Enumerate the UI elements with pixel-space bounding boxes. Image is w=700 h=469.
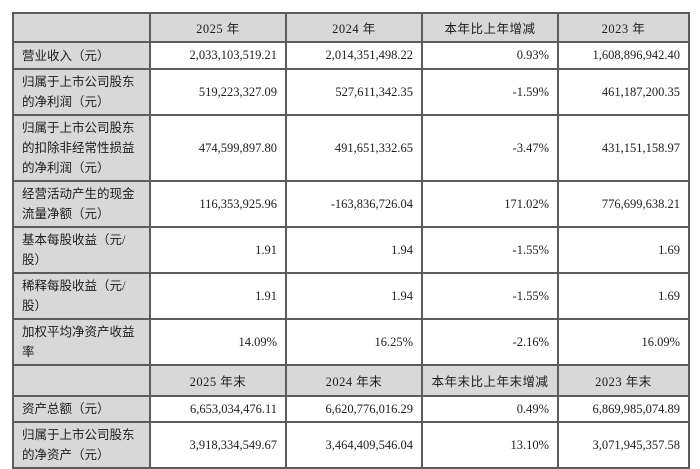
- value-cell: 2,033,103,519.21: [149, 41, 287, 70]
- value-cell: 1.69: [557, 272, 690, 320]
- row-label: 稀释每股收益（元/股）: [12, 272, 151, 320]
- financial-summary-table: 2025 年 2024 年 本年比上年增减 2023 年 营业收入（元） 2,0…: [12, 12, 690, 469]
- value-cell: -2.16%: [421, 318, 559, 366]
- table-row-revenue: 营业收入（元） 2,033,103,519.21 2,014,351,498.2…: [12, 41, 690, 70]
- value-cell: 1.69: [557, 226, 690, 274]
- table-row-net-assets: 归属于上市公司股东的净资产（元） 3,918,334,549.67 3,464,…: [12, 421, 690, 469]
- value-cell: -1.55%: [421, 272, 559, 320]
- value-cell: 1,608,896,942.40: [557, 41, 690, 70]
- value-cell: 3,918,334,549.67: [149, 421, 287, 469]
- value-cell: 0.93%: [421, 41, 559, 70]
- column-header-2024: 2024 年: [285, 12, 423, 43]
- value-cell: -163,836,726.04: [285, 180, 423, 228]
- value-cell: 431,151,158.97: [557, 114, 690, 182]
- column-header-2025: 2025 年: [149, 12, 287, 43]
- value-cell: 1.94: [285, 226, 423, 274]
- row-label: 加权平均净资产收益率: [12, 318, 151, 366]
- value-cell: 6,653,034,476.11: [149, 395, 287, 423]
- value-cell: 6,620,776,016.29: [285, 395, 423, 423]
- value-cell: 14.09%: [149, 318, 287, 366]
- table-header-row-year-end: 2025 年末 2024 年末 本年末比上年末增减 2023 年末: [12, 364, 690, 397]
- value-cell: 491,651,332.65: [285, 114, 423, 182]
- corner-cell: [12, 364, 151, 397]
- row-label: 归属于上市公司股东的扣除非经常性损益的净利润（元）: [12, 114, 151, 182]
- value-cell: 461,187,200.35: [557, 68, 690, 116]
- table-row-diluted-eps: 稀释每股收益（元/股） 1.91 1.94 -1.55% 1.69: [12, 272, 690, 320]
- row-label: 资产总额（元）: [12, 395, 151, 423]
- value-cell: 776,699,638.21: [557, 180, 690, 228]
- column-header-2025-end: 2025 年末: [149, 364, 287, 397]
- table-row-operating-cash-flow: 经营活动产生的现金流量净额（元） 116,353,925.96 -163,836…: [12, 180, 690, 228]
- value-cell: 16.25%: [285, 318, 423, 366]
- table-row-weighted-avg-roe: 加权平均净资产收益率 14.09% 16.25% -2.16% 16.09%: [12, 318, 690, 366]
- value-cell: 116,353,925.96: [149, 180, 287, 228]
- column-header-2024-end: 2024 年末: [285, 364, 423, 397]
- row-label: 归属于上市公司股东的净资产（元）: [12, 421, 151, 469]
- value-cell: 6,869,985,074.89: [557, 395, 690, 423]
- row-label: 基本每股收益（元/股）: [12, 226, 151, 274]
- value-cell: 527,611,342.35: [285, 68, 423, 116]
- value-cell: 3,071,945,357.58: [557, 421, 690, 469]
- column-header-yearend-change: 本年末比上年末增减: [421, 364, 559, 397]
- value-cell: 519,223,327.09: [149, 68, 287, 116]
- table-row-net-profit-excl-nonrecurring: 归属于上市公司股东的扣除非经常性损益的净利润（元） 474,599,897.80…: [12, 114, 690, 182]
- value-cell: -1.55%: [421, 226, 559, 274]
- value-cell: -3.47%: [421, 114, 559, 182]
- corner-cell: [12, 12, 151, 43]
- column-header-2023-end: 2023 年末: [557, 364, 690, 397]
- table-header-row-annual: 2025 年 2024 年 本年比上年增减 2023 年: [12, 12, 690, 43]
- row-label: 经营活动产生的现金流量净额（元）: [12, 180, 151, 228]
- table-row-net-profit: 归属于上市公司股东的净利润（元） 519,223,327.09 527,611,…: [12, 68, 690, 116]
- value-cell: 474,599,897.80: [149, 114, 287, 182]
- value-cell: 1.94: [285, 272, 423, 320]
- value-cell: -1.59%: [421, 68, 559, 116]
- row-label: 归属于上市公司股东的净利润（元）: [12, 68, 151, 116]
- value-cell: 2,014,351,498.22: [285, 41, 423, 70]
- column-header-2023: 2023 年: [557, 12, 690, 43]
- value-cell: 1.91: [149, 226, 287, 274]
- table-row-total-assets: 资产总额（元） 6,653,034,476.11 6,620,776,016.2…: [12, 395, 690, 423]
- value-cell: 171.02%: [421, 180, 559, 228]
- value-cell: 0.49%: [421, 395, 559, 423]
- value-cell: 3,464,409,546.04: [285, 421, 423, 469]
- value-cell: 16.09%: [557, 318, 690, 366]
- table-row-basic-eps: 基本每股收益（元/股） 1.91 1.94 -1.55% 1.69: [12, 226, 690, 274]
- value-cell: 1.91: [149, 272, 287, 320]
- row-label: 营业收入（元）: [12, 41, 151, 70]
- value-cell: 13.10%: [421, 421, 559, 469]
- column-header-yoy-change: 本年比上年增减: [421, 12, 559, 43]
